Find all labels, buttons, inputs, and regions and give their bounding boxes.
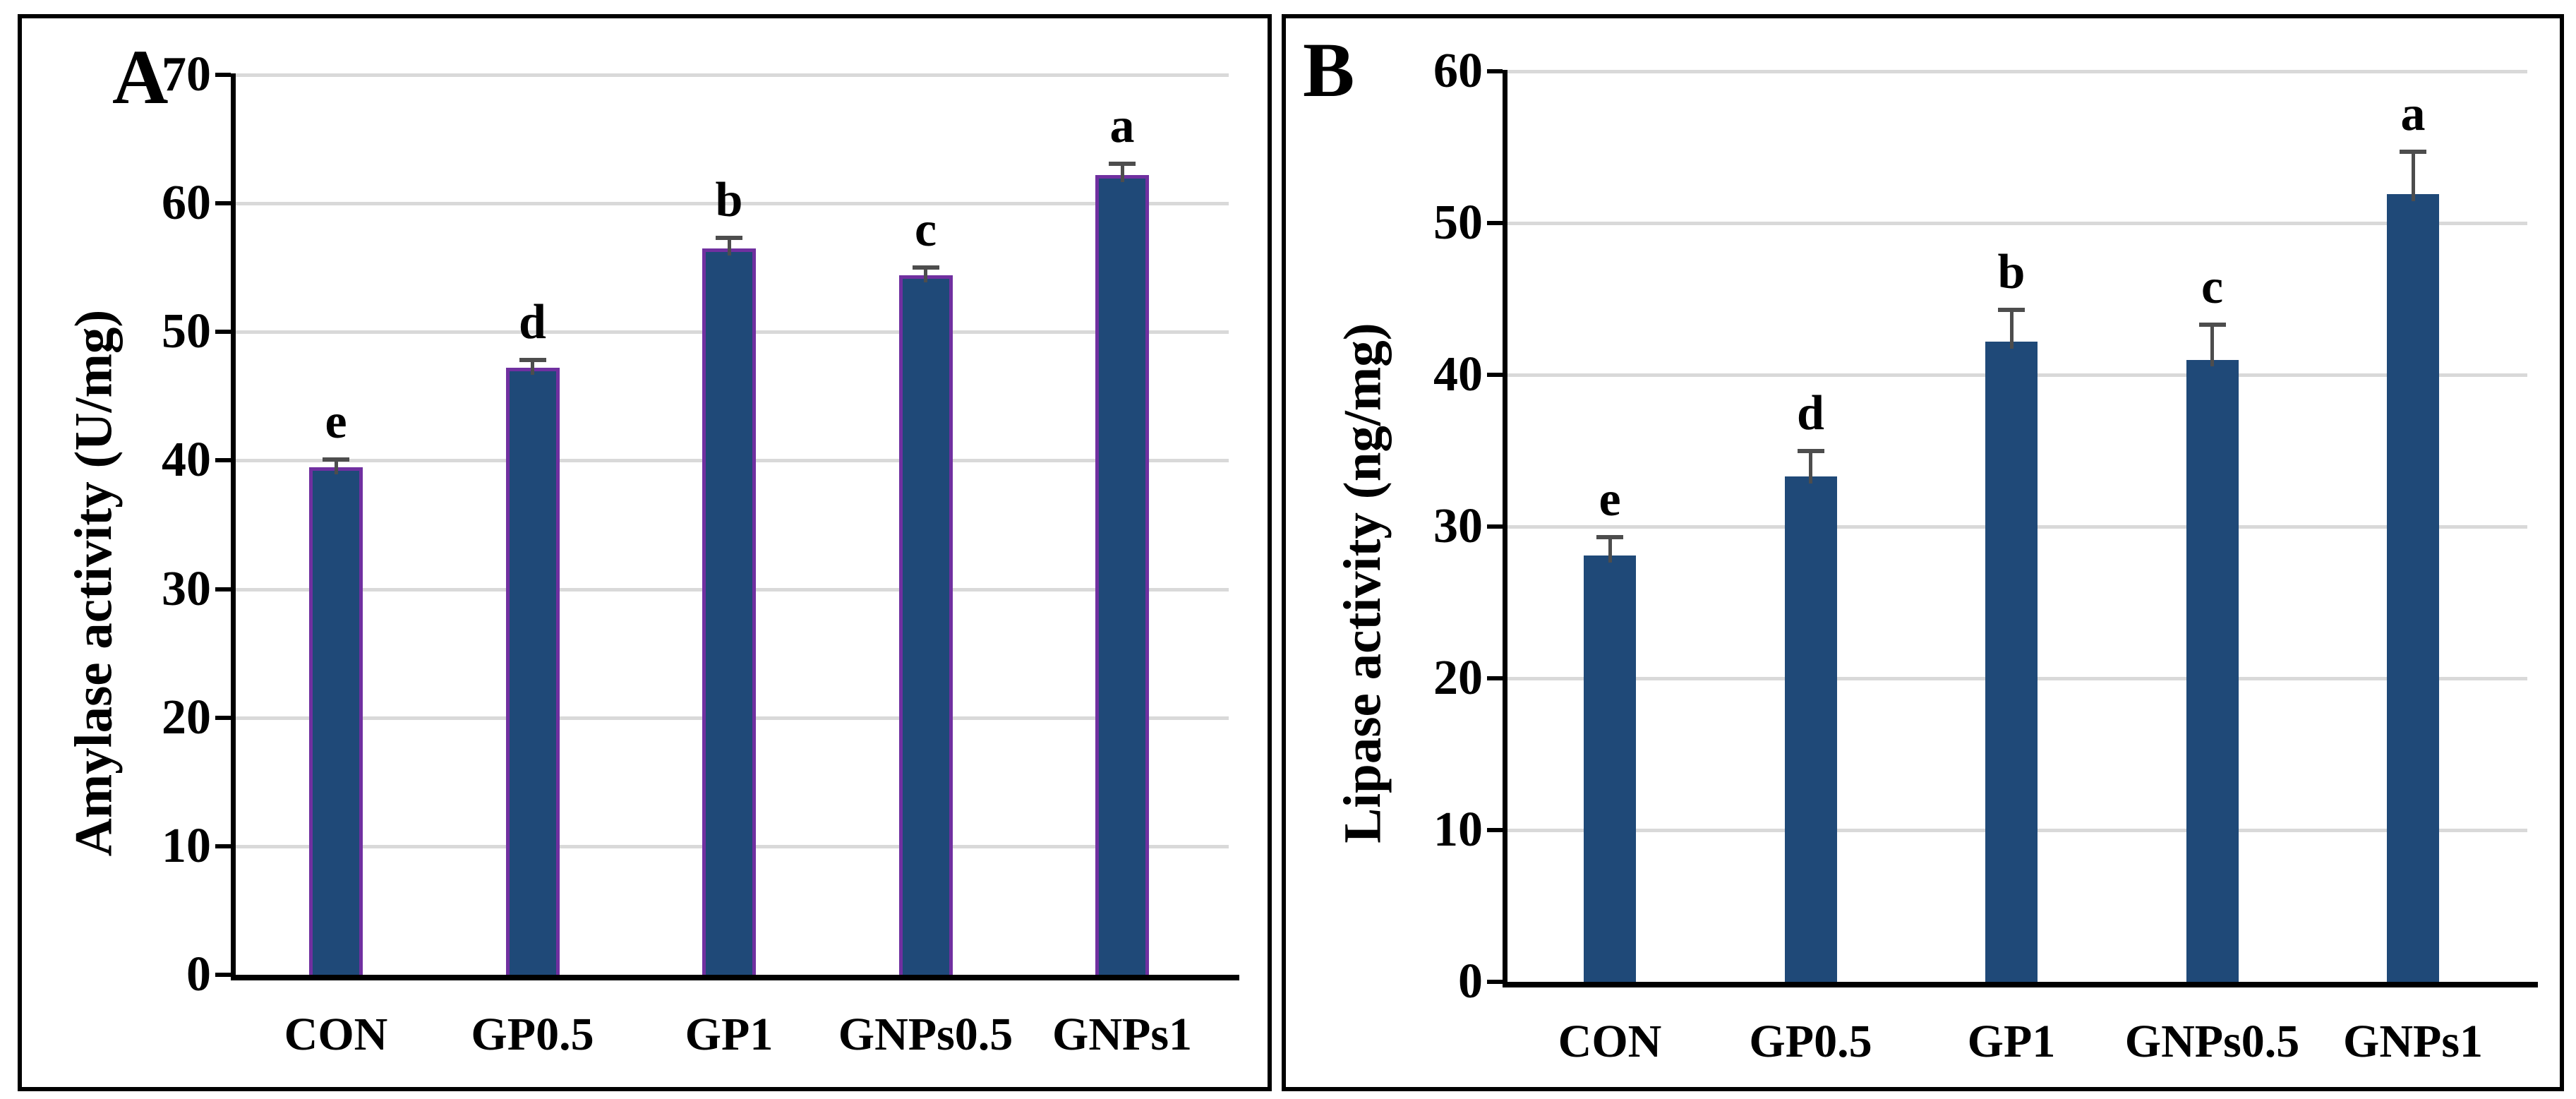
bar-GP1 [702,248,756,975]
y-tick-40 [215,458,231,463]
significance-letter-GP1: b [715,173,743,228]
error-bar-cap-GNPs0.5 [2198,323,2226,328]
y-tick-label-70: 70 [162,47,211,102]
error-bar-stem-GNPs0.5 [924,268,927,283]
bar-GNPs1 [1095,175,1149,975]
y-tick-label-40: 40 [162,433,211,488]
y-tick-label-50: 50 [162,304,211,359]
y-tick-label-60: 60 [1433,44,1483,98]
error-bar-stem-GP0.5 [531,360,534,376]
gridline-60 [1507,70,2527,73]
y-tick-label-60: 60 [162,176,211,231]
bar-GNPs0.5 [898,275,953,975]
panel-a: A Amylase activity (U/mg) 0 10 20 30 40 50 60 7… [18,14,1272,1091]
error-bar-cap-CON [323,457,349,462]
x-tick-label-GP1: GP1 [1967,1016,2056,1067]
significance-letter-GP1: b [1997,244,2026,299]
y-tick-50 [1487,221,1503,225]
x-tick-label-CON: CON [1558,1016,1662,1067]
y-tick-60 [215,201,231,206]
y-axis-line [231,73,236,978]
error-bar-cap-GNPs1 [2400,149,2426,154]
y-tick-label-20: 20 [162,690,211,745]
y-axis-line [1503,70,1507,985]
gridline-50 [1507,222,2527,225]
y-tick-10 [215,843,231,848]
y-tick-label-10: 10 [162,818,211,873]
bar-GNPs0.5 [2186,359,2239,982]
error-bar-cap-GNPs1 [1109,161,1136,166]
x-tick-label-GNPs1: GNPs1 [1052,1009,1192,1060]
y-tick-label-20: 20 [1433,651,1483,705]
error-bar-stem-GNPs0.5 [2210,325,2214,367]
error-bar-stem-GNPs1 [1120,163,1124,183]
panel-a-plot-area: 0 10 20 30 40 50 60 70 e CON d GP0.5 b GP1 c GNPs0.5 a GN… [22,18,1268,1087]
error-bar-cap-GP1 [1998,307,2025,312]
y-tick-label-0: 0 [1458,954,1483,1009]
error-bar-stem-CON [1608,537,1612,563]
y-tick-label-40: 40 [1433,347,1483,402]
panel-a-letter: A [112,34,169,120]
error-bar-stem-GNPs1 [2411,151,2415,202]
bar-GNPs1 [2387,194,2439,982]
bar-GP0.5 [1784,476,1837,982]
significance-letter-GNPs0.5: c [914,203,937,258]
x-axis-line [1503,982,2538,987]
x-tick-label-CON: CON [284,1009,388,1060]
error-bar-stem-GP1 [2009,309,2014,349]
bar-CON [309,467,363,975]
significance-letter-GNPs0.5: c [2201,260,2224,315]
x-axis-line [231,975,1239,980]
bar-GP0.5 [505,368,560,975]
significance-letter-GNPs1: a [1109,98,1135,153]
bar-CON [1584,555,1636,982]
gridline-70 [236,73,1229,77]
y-tick-30 [215,587,231,591]
y-tick-label-50: 50 [1433,196,1483,250]
y-tick-label-0: 0 [186,947,211,1002]
error-bar-stem-GP0.5 [1809,450,1812,484]
y-tick-30 [1487,524,1503,529]
panel-b-plot-area: 0 10 20 30 40 50 60 e CON d GP0.5 b GP1 c GNPs0.5 a GNPs… [1286,18,2560,1087]
gridline-60 [236,202,1229,206]
y-tick-0 [1487,980,1503,984]
error-bar-cap-GP0.5 [1797,448,1824,453]
y-tick-70 [215,73,231,77]
error-bar-stem-CON [334,459,338,474]
y-tick-50 [215,330,231,335]
error-bar-cap-GNPs0.5 [912,265,939,270]
error-bar-cap-CON [1596,535,1623,540]
error-bar-cap-GP1 [716,236,742,241]
significance-letter-GNPs1: a [2400,86,2426,141]
y-tick-60 [1487,69,1503,73]
error-bar-cap-GP0.5 [519,358,546,363]
y-tick-20 [215,715,231,720]
y-tick-20 [1487,676,1503,680]
significance-letter-GP0.5: d [519,295,546,350]
y-tick-0 [215,973,231,977]
y-tick-label-30: 30 [1433,499,1483,553]
x-tick-label-GNPs1: GNPs1 [2343,1016,2483,1067]
x-tick-label-GP1: GP1 [685,1009,774,1060]
x-tick-label-GP0.5: GP0.5 [471,1009,594,1060]
error-bar-stem-GP1 [727,238,731,256]
significance-letter-CON: e [325,394,347,449]
x-tick-label-GP0.5: GP0.5 [1749,1016,1872,1067]
significance-letter-CON: e [1599,472,1621,527]
y-tick-label-10: 10 [1433,803,1483,857]
bar-GP1 [1985,341,2038,982]
panel-b-letter: B [1303,27,1355,113]
significance-letter-GP0.5: d [1797,385,1824,440]
y-tick-label-30: 30 [162,561,211,616]
x-tick-label-GNPs0.5: GNPs0.5 [2124,1016,2300,1067]
panel-b: B Lipase activity (ng/mg) 0 10 20 30 40 50 60 e… [1282,14,2564,1091]
y-tick-40 [1487,373,1503,377]
x-tick-label-GNPs0.5: GNPs0.5 [838,1009,1013,1060]
y-tick-10 [1487,828,1503,832]
